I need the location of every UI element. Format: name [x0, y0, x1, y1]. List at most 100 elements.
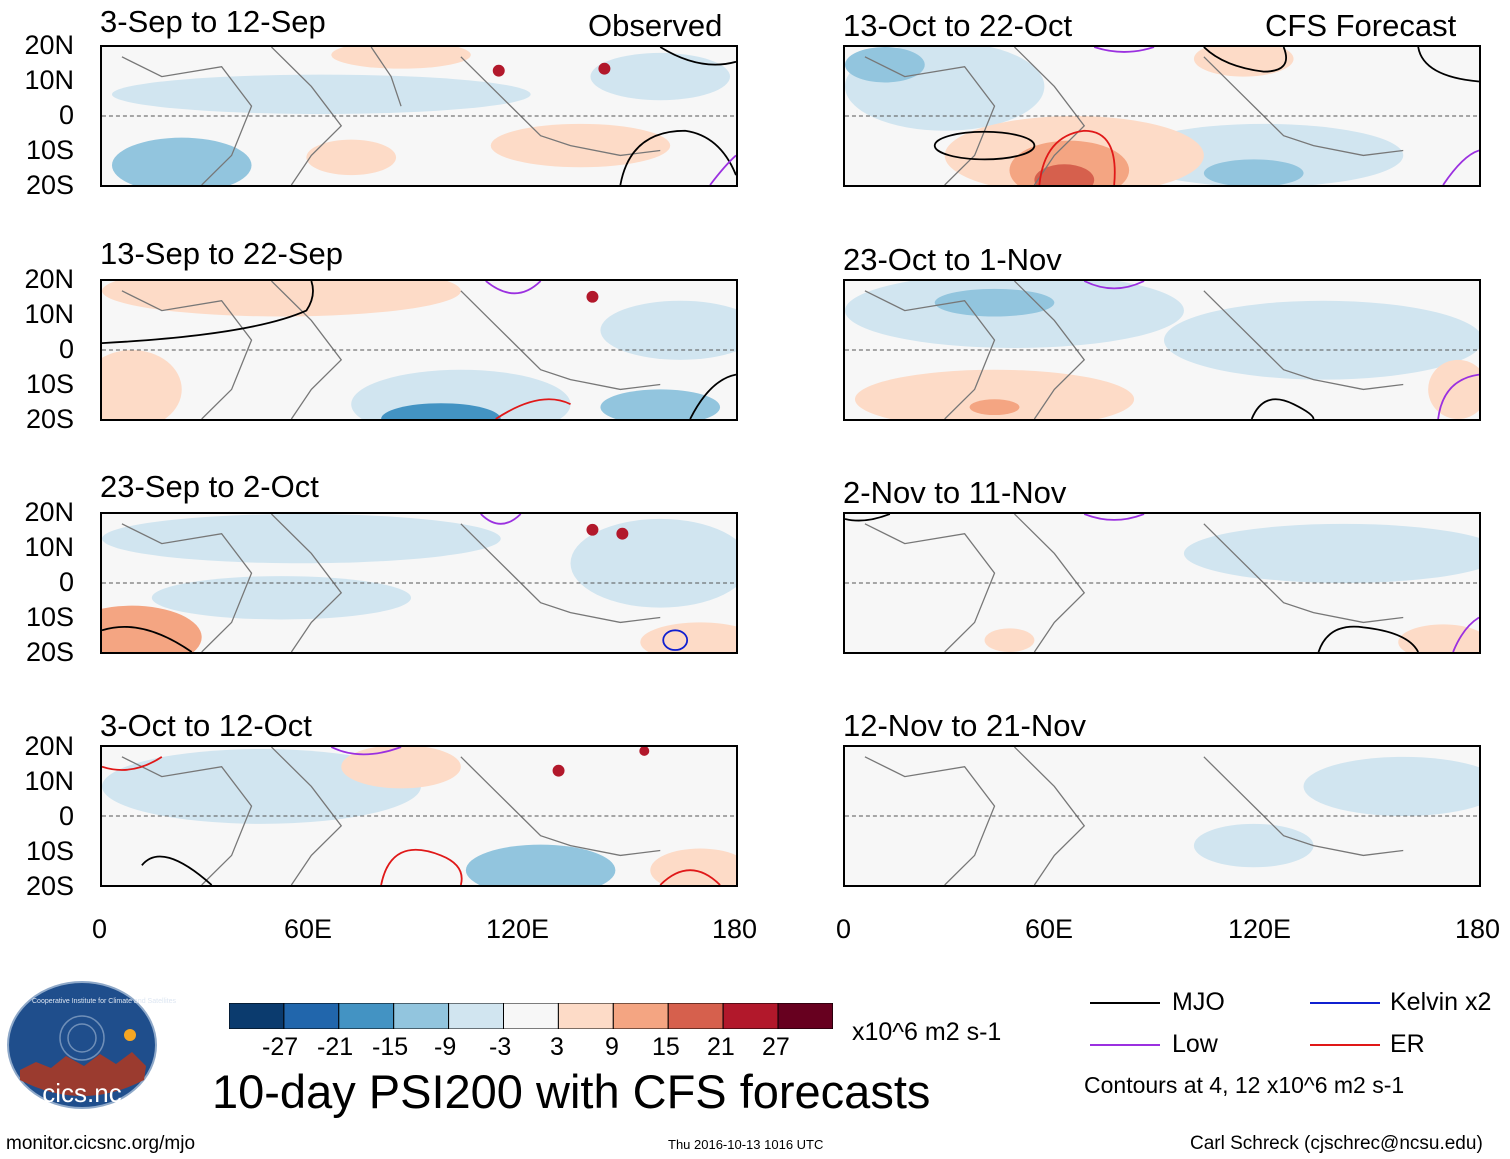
coastline — [460, 56, 661, 157]
psi-shade-positive — [306, 139, 397, 176]
map-svg — [845, 281, 1479, 419]
colorbar-label: -15 — [372, 1033, 409, 1061]
low-contour — [1083, 514, 1145, 521]
panel-title-1: 3-Sep to 12-Sep — [100, 4, 326, 39]
forecast-label: CFS Forecast — [1265, 8, 1457, 43]
map-svg — [102, 47, 736, 185]
lat-label: 0 — [58, 801, 74, 831]
storm-marker — [552, 764, 565, 777]
legend-label-mjo: MJO — [1172, 988, 1225, 1016]
low-contour — [1452, 616, 1479, 652]
coastline — [460, 756, 661, 857]
observed-label: Observed — [588, 8, 723, 43]
coastline — [271, 747, 343, 885]
coastline — [1014, 514, 1086, 652]
coastline — [864, 756, 996, 885]
coastline — [864, 56, 996, 185]
logo-graphic — [7, 981, 157, 1109]
colorbar-label: -9 — [434, 1033, 457, 1061]
low-contour — [485, 281, 542, 295]
storm-marker — [492, 64, 505, 77]
coastline — [460, 523, 661, 624]
map-panel-8 — [843, 745, 1481, 887]
coastline — [864, 290, 996, 419]
mjo-contour — [102, 281, 314, 344]
psi-shade-positive — [1398, 624, 1479, 652]
legend-line-er — [1310, 1044, 1380, 1046]
mjo-contour — [845, 514, 891, 522]
coastline — [121, 756, 253, 885]
colorbar-label: 9 — [605, 1033, 619, 1061]
coastline — [1203, 56, 1404, 157]
footer-url: monitor.cicsnc.org/mjo — [6, 1133, 196, 1154]
psi-shade-negative — [1203, 159, 1304, 185]
legend-contours-note: Contours at 4, 12 x10^6 m2 s-1 — [1084, 1072, 1405, 1098]
mjo-contour — [102, 625, 193, 652]
colorbar-swatch — [557, 1002, 614, 1030]
mjo-contour — [659, 47, 736, 66]
footer-author: Carl Schreck (cjschrec@ncsu.edu) — [1190, 1133, 1483, 1154]
colorbar-label: -21 — [317, 1033, 354, 1061]
mjo-contour — [1417, 47, 1479, 83]
psi-shade-negative — [465, 844, 616, 885]
legend-label-kelvin: Kelvin x2 — [1390, 988, 1492, 1016]
main-title: 10-day PSI200 with CFS forecasts — [212, 1065, 931, 1118]
psi-shade-negative — [845, 47, 925, 83]
coastline — [121, 56, 253, 185]
colorbar-swatch — [667, 1002, 724, 1030]
map-svg — [845, 47, 1479, 185]
low-contour — [1437, 373, 1479, 419]
map-panel-1 — [100, 45, 738, 187]
colorbar-label: 21 — [707, 1033, 735, 1061]
legend-line-mjo — [1090, 1002, 1160, 1004]
storm-marker — [586, 290, 599, 303]
lon-label: 120E — [1228, 914, 1292, 944]
colorbar-swatch — [283, 1002, 340, 1030]
lat-label: 0 — [58, 334, 74, 364]
low-contour — [480, 514, 522, 525]
panel-title-7: 2-Nov to 11-Nov — [843, 475, 1067, 510]
psi-shade-negative — [590, 52, 731, 101]
lon-label: 180 — [712, 914, 758, 944]
cics-logo: cics.nc Cooperative Institute for Climat… — [6, 980, 176, 1110]
psi-shade-positive — [855, 369, 1135, 419]
psi-shade-positive — [490, 123, 671, 168]
low-contour — [1093, 47, 1155, 53]
psi-shade-negative — [600, 300, 736, 360]
coastline — [1014, 281, 1086, 419]
legend-line-kelvin — [1310, 1002, 1380, 1004]
psi-shade-positive — [1034, 164, 1095, 185]
coastline — [864, 523, 996, 652]
footer-timestamp: Thu 2016-10-13 1016 UTC — [668, 1137, 824, 1152]
colorbar-label: -27 — [262, 1033, 299, 1061]
lat-label: 20S — [25, 170, 74, 200]
colorbar-svg — [228, 1002, 834, 1030]
coastline — [1014, 47, 1086, 185]
map-panel-2 — [100, 279, 738, 421]
lat-label: 10N — [24, 299, 74, 329]
colorbar-label: 3 — [550, 1033, 564, 1061]
map-panel-4 — [100, 745, 738, 887]
psi-shade-negative — [102, 514, 501, 564]
colorbar-swatch — [448, 1002, 505, 1030]
psi-shade-positive — [102, 350, 182, 419]
map-svg — [102, 747, 736, 885]
lat-label: 20N — [24, 30, 74, 60]
lat-label: 20S — [25, 404, 74, 434]
psi-shade-negative — [570, 518, 736, 608]
mjo-contour — [1250, 398, 1315, 419]
lon-label: 0 — [92, 914, 108, 944]
map-svg — [845, 514, 1479, 652]
lon-label: 180 — [1455, 914, 1501, 944]
map-panel-5 — [843, 45, 1481, 187]
kelvin-contour — [662, 629, 689, 651]
legend-label-er: ER — [1390, 1030, 1425, 1058]
lat-label: 10S — [25, 836, 74, 866]
mjo-contour — [1317, 625, 1419, 652]
map-panel-7 — [843, 512, 1481, 654]
lon-label: 60E — [284, 914, 333, 944]
lat-label: 10N — [24, 766, 74, 796]
psi-shade-negative — [1303, 756, 1479, 816]
mjo-contour — [619, 129, 736, 185]
map-svg — [845, 747, 1479, 885]
